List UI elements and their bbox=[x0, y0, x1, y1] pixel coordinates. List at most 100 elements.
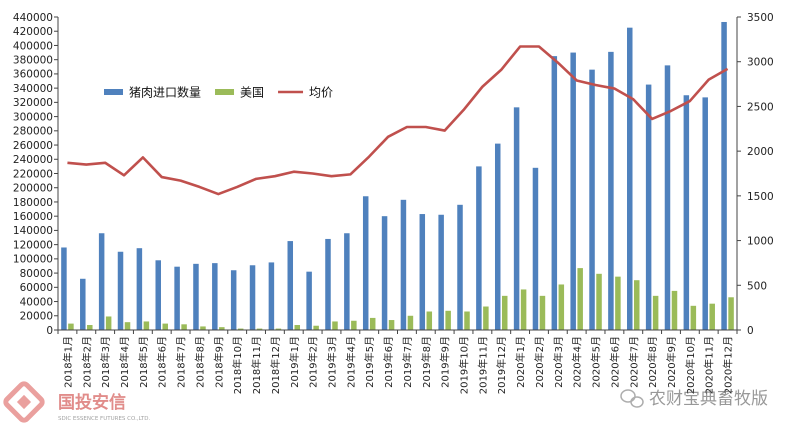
x-tick-label: 2020年11月 bbox=[703, 336, 716, 394]
usa-import-bar bbox=[690, 305, 697, 330]
x-tick-label: 2020年2月 bbox=[533, 336, 546, 388]
y-left-tick-label: 80000 bbox=[20, 268, 53, 280]
usa-import-bar bbox=[388, 320, 395, 330]
y-right-tick-label: 500 bbox=[747, 280, 767, 292]
usa-import-bar bbox=[483, 306, 489, 330]
x-tick-label: 2019年9月 bbox=[439, 336, 452, 388]
usa-import-bar bbox=[728, 297, 734, 330]
pork-import-bar bbox=[230, 270, 237, 330]
pork-import-bar bbox=[362, 196, 369, 330]
pork-import-bar bbox=[136, 248, 143, 330]
pork-import-bar bbox=[683, 95, 690, 330]
pork-import-bar bbox=[476, 166, 482, 330]
wechat-icon bbox=[620, 389, 644, 408]
x-tick-label: 2019年8月 bbox=[420, 336, 433, 388]
pork-import-bar bbox=[193, 263, 199, 330]
x-tick-label: 2018年5月 bbox=[137, 336, 150, 388]
y-left-tick-label: 260000 bbox=[13, 140, 53, 152]
usa-import-bar bbox=[652, 295, 659, 330]
pork-import-bar bbox=[532, 167, 539, 330]
y-left-tick-label: 280000 bbox=[13, 126, 53, 138]
usa-import-bar bbox=[351, 320, 357, 330]
usa-import-bar bbox=[464, 311, 470, 330]
avg-price-line bbox=[67, 45, 729, 196]
y-left-tick-label: 60000 bbox=[20, 282, 53, 294]
x-tick-label: 2018年7月 bbox=[175, 336, 188, 388]
pork-import-bar bbox=[287, 241, 294, 330]
usa-import-bar bbox=[539, 295, 546, 330]
pork-import-bar bbox=[306, 271, 312, 330]
usa-import-bar bbox=[596, 273, 602, 330]
logo-company-en: SDIC ESSENCE FUTURES CO.,LTD. bbox=[58, 416, 151, 422]
pork-import-bar bbox=[513, 107, 520, 330]
usa-import-bar bbox=[558, 284, 565, 330]
x-tick-label: 2019年6月 bbox=[382, 336, 395, 388]
usa-import-bar bbox=[426, 311, 433, 330]
x-tick-label: 2020年12月 bbox=[722, 336, 735, 394]
usa-import-bar bbox=[332, 321, 338, 330]
x-tick-label: 2019年12月 bbox=[495, 336, 508, 394]
pork-import-bar bbox=[457, 204, 463, 330]
usa-import-bar bbox=[200, 326, 206, 330]
usa-import-bar bbox=[615, 276, 621, 330]
x-tick-label: 2018年10月 bbox=[231, 336, 244, 394]
y-left-tick-label: 400000 bbox=[13, 40, 53, 52]
y-left-tick-label: 180000 bbox=[13, 197, 53, 209]
y-left-tick-label: 420000 bbox=[13, 26, 53, 38]
x-tick-label: 2019年10月 bbox=[458, 336, 471, 394]
logo-mark-icon bbox=[3, 381, 45, 423]
usa-import-bar bbox=[501, 295, 508, 330]
line-layer bbox=[67, 45, 729, 196]
pork-import-bar bbox=[381, 216, 388, 330]
y-left-tick-label: 240000 bbox=[13, 154, 53, 166]
pork-import-bar bbox=[249, 265, 256, 330]
y-right-tick-label: 2500 bbox=[747, 101, 774, 113]
logo-company-cn: 国投安信 bbox=[58, 392, 126, 413]
x-tick-label: 2019年11月 bbox=[476, 336, 489, 394]
legend-label: 美国 bbox=[240, 86, 264, 100]
pork-import-bar bbox=[494, 143, 501, 330]
usa-import-bar bbox=[294, 325, 301, 330]
legend-swatch bbox=[104, 89, 123, 95]
y-left-tick-label: 160000 bbox=[13, 211, 53, 223]
usa-import-bar bbox=[181, 324, 187, 330]
usa-import-bar bbox=[143, 321, 150, 330]
usa-import-bar bbox=[256, 328, 263, 330]
x-tick-label: 2018年11月 bbox=[250, 336, 263, 394]
pork-import-bar bbox=[268, 262, 275, 330]
pork-import-bar bbox=[174, 266, 180, 330]
x-tick-label: 2018年12月 bbox=[269, 336, 282, 394]
usa-import-bar bbox=[105, 316, 112, 330]
pork-import-bar bbox=[325, 238, 331, 330]
x-tick-label: 2020年10月 bbox=[684, 336, 697, 394]
pork-import-bar bbox=[419, 214, 426, 330]
y-right-tick-label: 1500 bbox=[747, 191, 774, 203]
axes-layer: 0200004000060000800001000001200001400001… bbox=[13, 12, 774, 394]
wechat-account-name: 农财宝典畜牧版 bbox=[649, 389, 768, 409]
usa-import-bar bbox=[68, 323, 74, 330]
y-right-tick-label: 3500 bbox=[747, 12, 774, 24]
y-right-tick-label: 1000 bbox=[747, 236, 774, 248]
usa-import-bar bbox=[369, 317, 376, 330]
pork-import-bar bbox=[212, 263, 218, 330]
y-left-tick-label: 340000 bbox=[13, 83, 53, 95]
x-tick-label: 2020年4月 bbox=[571, 336, 584, 388]
y-left-tick-label: 140000 bbox=[13, 225, 53, 237]
pork-import-bar bbox=[117, 251, 124, 330]
x-tick-label: 2018年6月 bbox=[156, 336, 169, 388]
pork-import-bar bbox=[400, 199, 407, 330]
pork-import-bar bbox=[438, 214, 444, 330]
usa-import-bar bbox=[577, 268, 583, 330]
y-left-tick-label: 440000 bbox=[13, 12, 53, 24]
y-right-tick-label: 0 bbox=[747, 325, 754, 337]
pork-import-bar bbox=[80, 278, 86, 330]
usa-import-bar bbox=[445, 310, 451, 330]
pork-import-bar bbox=[155, 260, 161, 330]
x-tick-label: 2019年2月 bbox=[307, 336, 320, 388]
x-tick-label: 2018年4月 bbox=[118, 336, 131, 388]
usa-import-bar bbox=[219, 327, 225, 330]
pork-import-bar bbox=[98, 233, 105, 330]
x-tick-label: 2020年3月 bbox=[552, 336, 565, 388]
usa-import-bar bbox=[313, 325, 319, 330]
